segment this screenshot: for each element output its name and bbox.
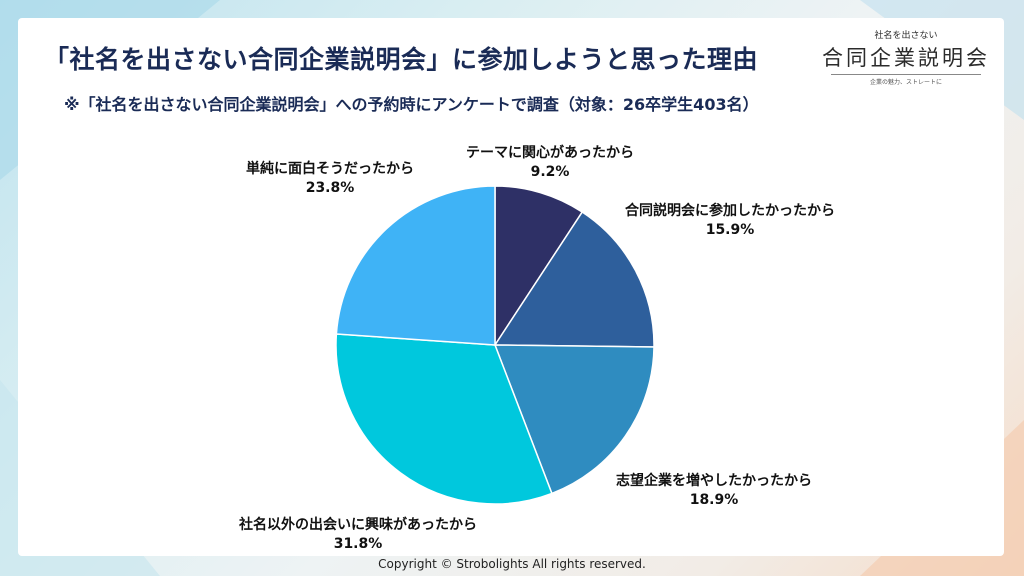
pie-slice-2 — [493, 344, 655, 495]
slice-label-4: 単純に面白そうだったから 23.8% — [230, 158, 430, 196]
slice-label-3: 社名以外の出会いに興味があったから 31.8% — [210, 514, 506, 552]
slice-label-1: 合同説明会に参加したかったから 15.9% — [600, 200, 860, 238]
slice-label-value: 9.2% — [530, 164, 570, 180]
copyright-text: Copyright © Strobolights All rights rese… — [378, 557, 646, 571]
slice-label-name: 志望企業を増やしたかったから — [616, 473, 812, 489]
slice-label-name: 単純に面白そうだったから — [246, 161, 414, 177]
logo-top-text: 社名を出さない — [874, 31, 938, 41]
logo-main-text: 合同企業説明会 — [822, 46, 990, 70]
logo-tagline: 企業の魅力、ストレートに — [869, 79, 942, 86]
slice-label-name: テーマに関心があったから — [466, 145, 634, 161]
page-title: 「社名を出さない合同企業説明会」に参加しようと思った理由 — [44, 45, 759, 74]
slice-label-name: 社名以外の出会いに興味があったから — [239, 517, 477, 533]
brand-logo: 社名を出さない 合同企業説明会 企業の魅力、ストレートに — [820, 28, 992, 98]
slice-label-value: 23.8% — [305, 180, 355, 196]
pie-slice-1 — [493, 211, 655, 348]
slice-label-name: 合同説明会に参加したかったから — [625, 203, 835, 219]
slice-label-value: 15.9% — [705, 222, 755, 238]
pie-slice-0 — [494, 185, 584, 348]
slice-label-0: テーマに関心があったから 9.2% — [440, 142, 660, 180]
page-subtitle: ※「社名を出さない合同企業説明会」への予約時にアンケートで調査（対象：26卒学生… — [64, 95, 759, 114]
slice-label-value: 18.9% — [689, 492, 739, 508]
logo-divider — [831, 74, 981, 75]
slice-label-value: 31.8% — [333, 536, 383, 552]
slice-label-2: 志望企業を増やしたかったから 18.9% — [592, 470, 836, 508]
pie-slice-4 — [335, 185, 496, 346]
pie-slice-3 — [335, 333, 553, 505]
